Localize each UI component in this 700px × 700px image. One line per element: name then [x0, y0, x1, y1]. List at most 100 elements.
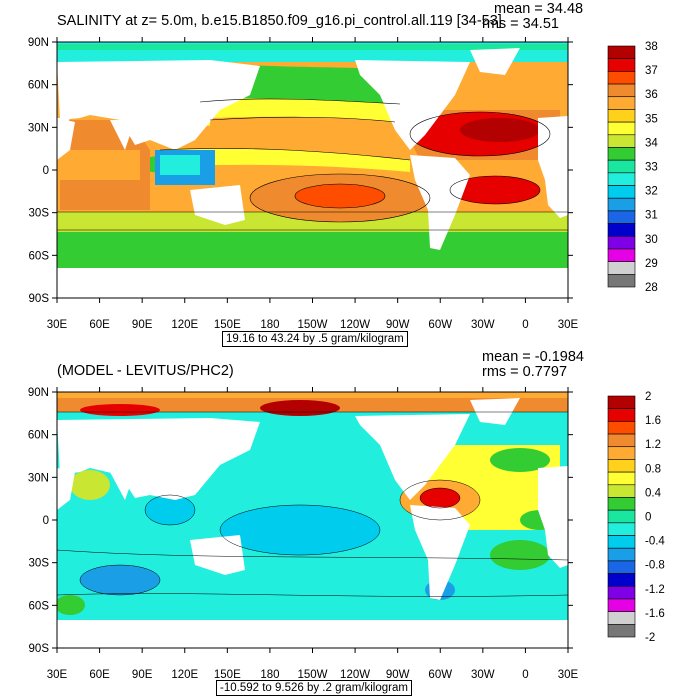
lon-label: 90W: [386, 319, 410, 331]
colorbar-swatch: [607, 446, 636, 460]
salinity-panel: SALINITY at z= 5.0m, b.e15.B1850.f09_g16…: [28, 1, 658, 347]
lat-label: 60S: [29, 250, 50, 262]
colorbar-label: 30: [645, 234, 658, 246]
lon-label: 120W: [340, 669, 370, 681]
colorbar-swatch: [607, 611, 636, 625]
colorbar-label: -0.4: [645, 536, 665, 548]
lat-label: 30N: [28, 472, 49, 484]
colorbar-swatch: [607, 58, 636, 72]
lon-label: 120E: [171, 669, 198, 681]
difference-title: (MODEL - LEVITUS/PHC2): [57, 363, 234, 379]
lon-label: 60W: [428, 319, 452, 331]
colorbar-swatch: [607, 147, 636, 161]
lon-label: 60W: [428, 669, 452, 681]
lon-label: 150W: [297, 669, 327, 681]
colorbar-label: 36: [645, 89, 658, 101]
colorbar-label: 2: [645, 391, 651, 403]
difference-contours: [57, 411, 568, 597]
colorbar-swatch: [607, 83, 636, 98]
colorbar-swatch: [607, 624, 636, 638]
salinity-contour-info: 19.16 to 43.24 by .5 gram/kilogram: [222, 331, 408, 347]
colorbar-label: 1.6: [645, 415, 661, 427]
lon-label: 30W: [471, 319, 495, 331]
lat-label: 90S: [29, 643, 50, 655]
colorbar-label: -1.6: [645, 608, 665, 620]
rms-label: rms = 0.7797: [482, 364, 568, 380]
salinity-title: SALINITY at z= 5.0m, b.e15.B1850.f09_g16…: [57, 13, 502, 29]
lon-label: 90E: [132, 319, 153, 331]
colorbar-swatch: [607, 573, 636, 587]
colorbar-label: 28: [645, 282, 658, 294]
colorbar-swatch: [607, 134, 636, 148]
lon-label: 120W: [340, 319, 370, 331]
colorbar-swatch: [607, 598, 636, 612]
colorbar-label: 35: [645, 113, 658, 125]
lat-label: 60N: [28, 80, 49, 92]
colorbar-label: -1.2: [645, 584, 665, 596]
colorbar-swatch: [607, 471, 636, 486]
salinity-map: 90N 60N 30N 0 30S 60S 90S 30E 60E 90E 120E 150E 180 1…: [28, 37, 658, 331]
colorbar-label: 0.4: [645, 487, 662, 499]
colorbar-swatch: [607, 121, 636, 136]
colorbar-swatch: [607, 210, 636, 224]
colorbar-label: 0: [645, 512, 651, 524]
colorbar-swatch: [607, 96, 636, 110]
lat-label: 0: [43, 515, 49, 527]
colorbar-label: -0.8: [645, 560, 665, 572]
colorbar-swatch: [607, 408, 636, 422]
mean-label: mean = -0.1984: [482, 349, 584, 365]
colorbar-label: 37: [645, 65, 658, 77]
difference-field: [57, 392, 568, 648]
lon-label: 0: [522, 319, 528, 331]
colorbar-swatch: [607, 497, 636, 511]
lon-label: 30E: [558, 669, 579, 681]
lon-label: 30E: [558, 319, 579, 331]
colorbar-swatch: [607, 159, 636, 174]
lat-label: 30N: [28, 122, 49, 134]
colorbar-label: 29: [645, 258, 658, 270]
lon-label: 30E: [47, 669, 68, 681]
lat-label: 90N: [28, 37, 49, 49]
colorbar-swatch: [607, 109, 636, 123]
colorbar-swatch: [607, 197, 636, 212]
lon-label: 30W: [471, 669, 495, 681]
colorbar-swatch: [607, 421, 636, 435]
land: [57, 398, 568, 648]
colorbar-swatch: [607, 235, 636, 250]
colorbar-swatch: [607, 535, 636, 549]
salinity-axes: 90N 60N 30N 0 30S 60S 90S 30E 60E 90E 120E 150E 180 1…: [28, 37, 579, 331]
lon-label: 180: [260, 319, 279, 331]
colorbar-swatch: [607, 395, 636, 409]
lon-label: 90E: [132, 669, 153, 681]
colorbar-swatch: [607, 248, 636, 262]
lat-label: 0: [43, 165, 49, 177]
colorbar-swatch: [607, 522, 636, 536]
lon-label: 60E: [89, 669, 110, 681]
difference-map: 90N 60N 30N 0 30S 60S 90S 30E 60E 90E 120E 150E 180 1…: [28, 387, 665, 681]
lon-label: 150W: [297, 319, 327, 331]
lat-label: 60S: [29, 600, 50, 612]
colorbar-swatch: [607, 547, 636, 562]
colorbar-swatch: [607, 71, 636, 85]
lon-label: 120E: [171, 319, 198, 331]
colorbar-swatch: [607, 274, 636, 288]
lon-label: 60E: [89, 319, 110, 331]
rms-label: rms = 34.51: [482, 16, 559, 32]
lat-label: 90S: [29, 293, 50, 305]
salinity-contours: [57, 98, 568, 231]
colorbar-swatch: [607, 261, 636, 275]
colorbar-label: 1.2: [645, 439, 661, 451]
lat-label: 60N: [28, 430, 49, 442]
colorbar-swatch: [607, 509, 636, 524]
colorbar-label: 31: [645, 210, 658, 222]
lat-label: 30S: [29, 208, 50, 220]
colorbar-swatch: [607, 223, 636, 237]
colorbar-swatch: [607, 585, 636, 600]
colorbar-label: 34: [645, 137, 658, 149]
lon-label: 150E: [214, 669, 241, 681]
colorbar-swatch: [607, 185, 636, 199]
salinity-field: [57, 42, 568, 298]
lat-label: 30S: [29, 558, 50, 570]
lat-label: 90N: [28, 387, 49, 399]
mean-label: mean = 34.48: [494, 1, 584, 17]
